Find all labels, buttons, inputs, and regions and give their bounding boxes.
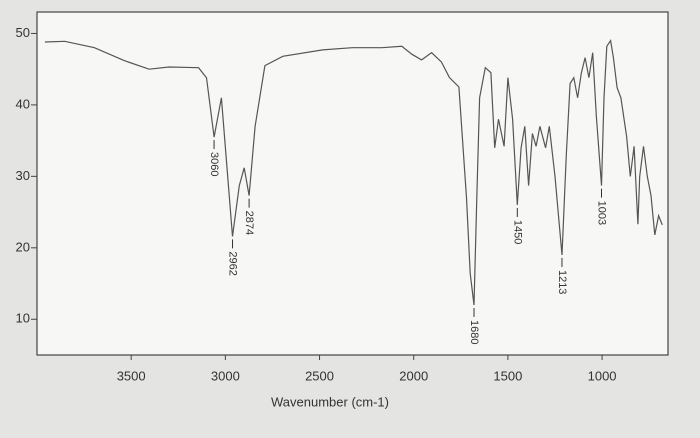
y-tick-label: 50 — [16, 25, 30, 40]
plot-frame — [36, 11, 669, 356]
x-tick-label: 1500 — [493, 368, 522, 383]
x-tick-label: 2000 — [399, 368, 428, 383]
peak-label: 1003 — [596, 201, 608, 225]
peak-label: 3060 — [208, 152, 220, 176]
y-tick-label: 10 — [16, 311, 30, 326]
x-tick-label: 2500 — [305, 368, 334, 383]
spectrum-line — [44, 38, 663, 306]
peak-label: 1450 — [511, 220, 523, 244]
y-tick-label: 20 — [16, 239, 30, 254]
x-tick-label: 3000 — [211, 368, 240, 383]
x-tick-label: 3500 — [117, 368, 146, 383]
x-tick-label: 1000 — [588, 368, 617, 383]
y-tick-label: 30 — [16, 168, 30, 183]
peak-label: 2874 — [243, 211, 255, 235]
peak-label: 1680 — [468, 320, 480, 344]
x-axis-label: Wavenumber (cm-1) — [271, 394, 389, 409]
peak-label: 2962 — [227, 251, 239, 275]
y-tick-label: 40 — [16, 96, 30, 111]
peak-label: 1213 — [556, 270, 568, 294]
